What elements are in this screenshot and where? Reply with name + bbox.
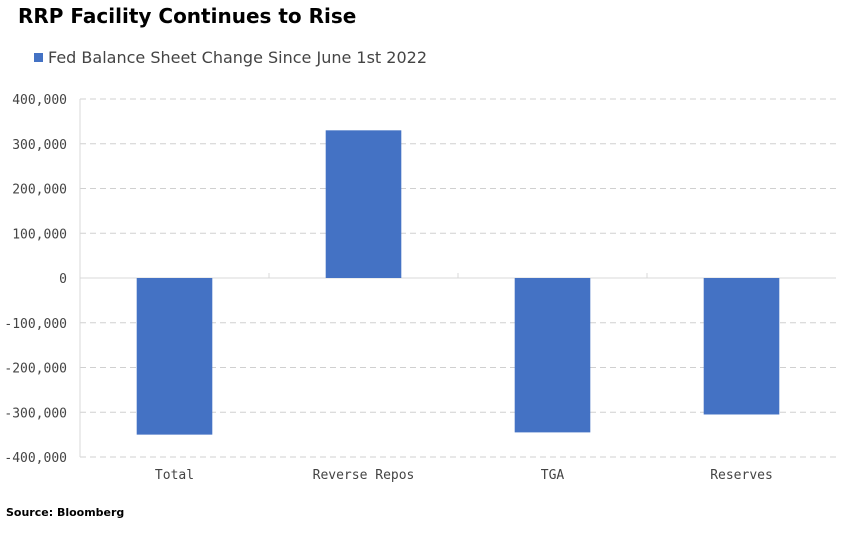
y-tick-label: 300,000 <box>12 138 67 153</box>
y-tick-label: -400,000 <box>4 451 67 466</box>
legend-label: Fed Balance Sheet Change Since June 1st … <box>48 48 427 67</box>
y-tick-label: 400,000 <box>12 93 67 108</box>
y-tick-label: -200,000 <box>4 362 67 377</box>
x-tick-label: Total <box>155 468 194 483</box>
bar <box>514 278 591 433</box>
y-tick-label: 200,000 <box>12 183 67 198</box>
y-tick-label: 100,000 <box>12 227 67 242</box>
x-tick-label: TGA <box>541 468 565 483</box>
legend: Fed Balance Sheet Change Since June 1st … <box>34 48 427 67</box>
bar <box>136 278 213 435</box>
y-tick-label: 0 <box>59 272 67 287</box>
x-tick-label: Reverse Repos <box>313 468 415 483</box>
bar <box>325 130 402 278</box>
x-tick-label: Reserves <box>710 468 773 483</box>
chart-title: RRP Facility Continues to Rise <box>18 4 357 28</box>
bar <box>703 278 780 415</box>
source-note: Source: Bloomberg <box>6 506 125 519</box>
y-tick-label: -100,000 <box>4 317 67 332</box>
y-tick-label: -300,000 <box>4 406 67 421</box>
legend-swatch <box>34 53 43 62</box>
